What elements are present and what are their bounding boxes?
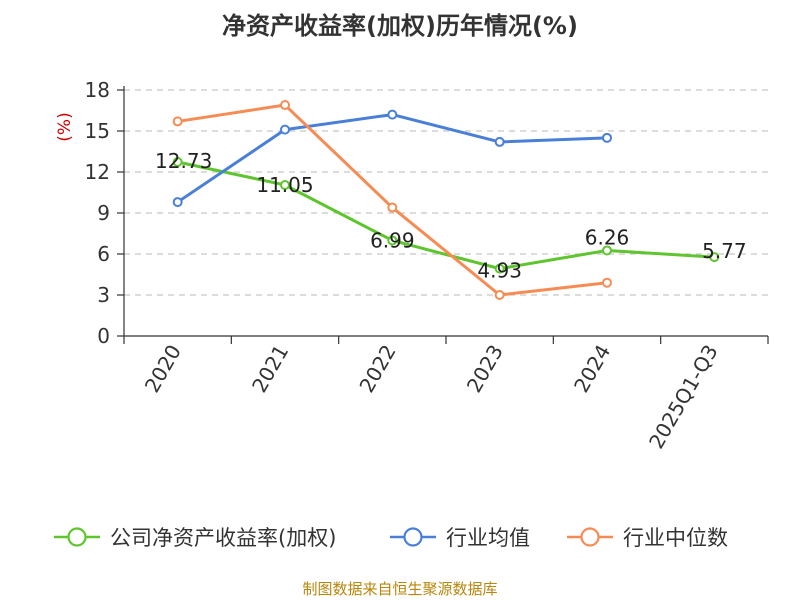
- x-tick-label: 2022: [354, 341, 400, 397]
- legend-marker: [580, 527, 600, 547]
- series-point-2: [172, 116, 183, 127]
- series-line-2: [177, 103, 608, 297]
- legend: 公司净资产收益率(加权) 行业均值 行业中位数: [54, 526, 728, 550]
- y-tick-label: 3: [97, 283, 110, 307]
- legend-label: 行业中位数: [623, 526, 728, 550]
- series-point-0: [172, 157, 183, 168]
- series-group: [172, 100, 720, 300]
- series-line-1: [176, 113, 608, 204]
- data-source-note: 制图数据来自恒生聚源数据库: [302, 580, 498, 598]
- grid-lines: [124, 89, 768, 296]
- data-label: 5.77: [702, 239, 747, 263]
- x-tick-label: 2021: [247, 341, 293, 397]
- y-tick-label: 0: [97, 324, 110, 348]
- data-label: 4.93: [477, 259, 522, 283]
- series-point-1: [280, 124, 290, 135]
- y-tick-label: 6: [97, 242, 110, 266]
- axes: 0 3 6 9 12 15 18 (%) 2020 2021 2022 2023 2024 2025Q1-…: [55, 78, 769, 453]
- series-point-2: [602, 277, 612, 288]
- series-point-0: [387, 235, 398, 246]
- data-label: 6.99: [370, 228, 415, 252]
- legend-label: 公司净资产收益率(加权): [110, 526, 336, 550]
- series-point-1: [602, 132, 612, 143]
- y-tick-label: 9: [97, 201, 110, 225]
- series-point-0: [602, 245, 612, 256]
- x-tick-label: 2023: [462, 341, 508, 397]
- series-line-0: [177, 160, 715, 271]
- legend-marker: [403, 527, 423, 547]
- data-label: 12.73: [155, 149, 212, 173]
- series-point-2: [494, 290, 505, 300]
- y-tick-label: 12: [85, 160, 110, 184]
- x-tick-label: 2025Q1-Q3: [644, 341, 723, 453]
- data-label: 11.05: [256, 173, 313, 197]
- data-labels: 12.73 11.05 6.99 4.93 6.26 5.77: [155, 149, 747, 283]
- series-point-0: [494, 263, 505, 274]
- series-point-2: [387, 202, 398, 213]
- data-label: 6.26: [585, 225, 630, 249]
- series-point-1: [494, 136, 505, 147]
- series-point-2: [280, 100, 290, 111]
- series-point-1: [387, 109, 398, 120]
- y-tick-label: 18: [85, 78, 110, 102]
- y-axis-unit-label: (%): [55, 112, 75, 141]
- series-point-0: [280, 179, 290, 190]
- legend-marker: [67, 527, 87, 547]
- y-tick-label: 15: [85, 119, 110, 143]
- chart-title: 净资产收益率(加权)历年情况(%): [222, 12, 578, 40]
- x-tick-label: 2024: [569, 341, 615, 397]
- legend-label: 行业均值: [446, 526, 530, 550]
- series-point-1: [172, 197, 183, 208]
- x-tick-label: 2020: [140, 341, 186, 397]
- series-point-0: [709, 252, 720, 263]
